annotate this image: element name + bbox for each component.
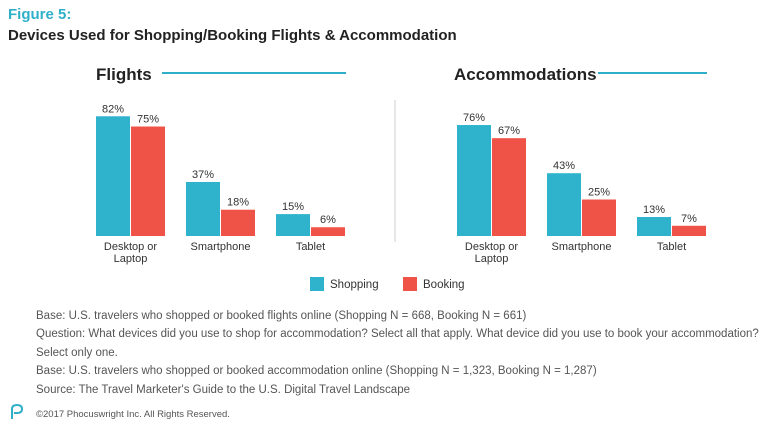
note-question: Question: What devices did you use to sh… (36, 328, 759, 341)
chart-title: Accommodations (454, 65, 597, 84)
category-label-0: Laptop (114, 253, 148, 265)
legend-label-booking: Booking (423, 279, 465, 291)
data-label-booking-2: 7% (681, 213, 697, 225)
bar-shopping-1 (547, 173, 581, 236)
copyright-text: ©2017 Phocuswright Inc. All Rights Reser… (36, 409, 230, 420)
note-base-accommodation: Base: U.S. travelers who shopped or book… (36, 365, 597, 378)
figure-label: Figure 5: (8, 6, 72, 23)
legend: Shopping Booking (310, 277, 465, 291)
category-label-0: Desktop or (465, 241, 519, 253)
bar-shopping-2 (276, 214, 310, 236)
data-label-booking-0: 75% (137, 114, 159, 126)
data-label-shopping-2: 13% (643, 204, 665, 216)
data-label-shopping-0: 82% (102, 103, 124, 115)
data-label-shopping-0: 76% (463, 112, 485, 124)
bar-booking-1 (221, 209, 255, 236)
category-label-1: Smartphone (191, 241, 251, 253)
bar-booking-2 (672, 225, 706, 236)
notes: Base: U.S. travelers who shopped or book… (36, 307, 766, 399)
data-label-booking-2: 6% (320, 214, 336, 226)
bar-shopping-1 (186, 181, 220, 236)
data-label-shopping-1: 43% (553, 160, 575, 172)
data-label-shopping-2: 15% (282, 201, 304, 213)
bar-booking-2 (311, 227, 345, 236)
note-source: Source: The Travel Marketer's Guide to t… (36, 383, 410, 396)
category-label-1: Smartphone (552, 241, 612, 253)
legend-swatch-shopping (310, 277, 324, 291)
phocuswright-logo-icon (11, 403, 24, 419)
legend-label-shopping: Shopping (330, 279, 379, 291)
figure-title: Devices Used for Shopping/Booking Flight… (8, 27, 457, 44)
bar-booking-0 (492, 138, 526, 236)
bar-shopping-0 (96, 116, 130, 236)
bar-booking-1 (582, 199, 616, 236)
category-label-2: Tablet (657, 241, 686, 253)
data-label-booking-1: 18% (227, 197, 249, 209)
data-label-booking-0: 67% (498, 125, 520, 137)
note-question-continued: Select only one. (36, 346, 118, 359)
data-label-booking-1: 25% (588, 187, 610, 199)
chart-title: Flights (96, 65, 152, 84)
note-base-flights: Base: U.S. travelers who shopped or book… (36, 310, 527, 322)
bar-shopping-0 (457, 125, 491, 236)
legend-swatch-booking (403, 277, 417, 291)
category-label-2: Tablet (296, 241, 325, 253)
category-label-0: Laptop (475, 253, 509, 265)
data-label-shopping-1: 37% (192, 169, 214, 181)
bar-booking-0 (131, 126, 165, 236)
bar-shopping-2 (637, 217, 671, 236)
category-label-0: Desktop or (104, 241, 158, 253)
